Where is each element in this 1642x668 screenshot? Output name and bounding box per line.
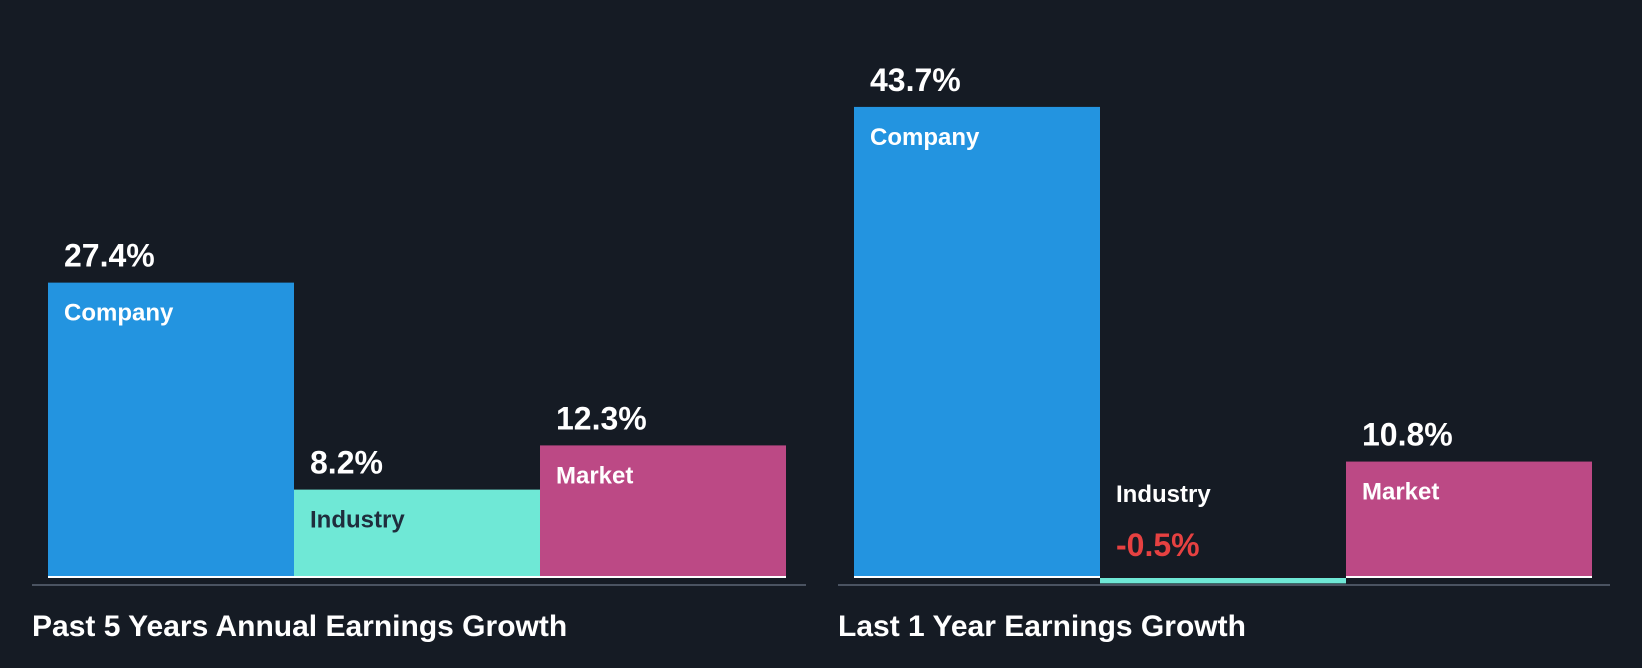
past-5-years-value-label-company: 27.4% xyxy=(64,238,155,274)
past-5-years-panel: 27.4% Company 8.2% Industry 12.3% Market Past … xyxy=(32,238,806,643)
last-1-year-category-label-company: Company xyxy=(870,124,980,151)
past-5-years-value-label-industry: 8.2% xyxy=(310,445,383,481)
last-1-year-category-label-market: Market xyxy=(1362,479,1439,506)
past-5-years-bar-industry xyxy=(294,489,540,578)
last-1-year-bar-company xyxy=(854,106,1100,578)
last-1-year-bar-market xyxy=(1346,461,1592,578)
last-1-year-category-label-industry: Industry xyxy=(1116,481,1211,508)
past-5-years-bar-company xyxy=(48,282,294,578)
last-1-year-panel: 43.7% Company -0.5% Industry 10.8% Market Last… xyxy=(838,62,1610,643)
last-1-year-bar-industry xyxy=(1100,578,1346,584)
past-5-years-category-label-industry: Industry xyxy=(310,507,405,534)
last-1-year-bar-baseline-company xyxy=(854,576,1100,578)
past-5-years-category-label-company: Company xyxy=(64,300,174,327)
past-5-years-bar-baseline-industry xyxy=(294,576,540,578)
last-1-year-value-label-industry: -0.5% xyxy=(1116,527,1200,563)
past-5-years-value-label-market: 12.3% xyxy=(556,400,647,436)
last-1-year-value-label-market: 10.8% xyxy=(1362,417,1453,453)
past-5-years-bar-baseline-market xyxy=(540,576,786,578)
past-5-years-chart-title: Past 5 Years Annual Earnings Growth xyxy=(32,610,567,643)
last-1-year-bar-baseline-market xyxy=(1346,576,1592,578)
past-5-years-category-label-market: Market xyxy=(556,462,633,489)
past-5-years-bar-market xyxy=(540,445,786,578)
last-1-year-chart-title: Last 1 Year Earnings Growth xyxy=(838,610,1246,643)
last-1-year-value-label-company: 43.7% xyxy=(870,62,961,98)
past-5-years-bar-baseline-company xyxy=(48,576,294,578)
